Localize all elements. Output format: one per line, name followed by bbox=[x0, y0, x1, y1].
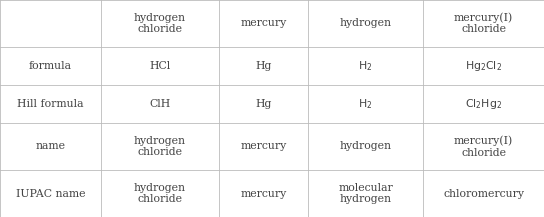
Text: hydrogen: hydrogen bbox=[339, 18, 392, 28]
Text: hydrogen
chloride: hydrogen chloride bbox=[134, 13, 186, 34]
Text: molecular
hydrogen: molecular hydrogen bbox=[338, 183, 393, 204]
Text: chloromercury: chloromercury bbox=[443, 189, 524, 199]
Text: Hg: Hg bbox=[255, 61, 271, 71]
Text: mercury(I)
chloride: mercury(I) chloride bbox=[454, 135, 513, 158]
Text: Hg: Hg bbox=[255, 99, 271, 109]
Text: Hill formula: Hill formula bbox=[17, 99, 84, 109]
Text: name: name bbox=[35, 141, 65, 151]
Text: $\mathrm{Hg_2Cl_2}$: $\mathrm{Hg_2Cl_2}$ bbox=[465, 59, 502, 73]
Text: hydrogen
chloride: hydrogen chloride bbox=[134, 183, 186, 204]
Text: mercury: mercury bbox=[240, 141, 287, 151]
Text: IUPAC name: IUPAC name bbox=[16, 189, 85, 199]
Text: mercury: mercury bbox=[240, 18, 287, 28]
Text: $\mathrm{H_2}$: $\mathrm{H_2}$ bbox=[358, 97, 373, 110]
Text: mercury(I)
chloride: mercury(I) chloride bbox=[454, 12, 513, 35]
Text: $\mathrm{H_2}$: $\mathrm{H_2}$ bbox=[358, 59, 373, 72]
Text: $\mathrm{Cl_2Hg_2}$: $\mathrm{Cl_2Hg_2}$ bbox=[465, 97, 502, 111]
Text: HCl: HCl bbox=[149, 61, 170, 71]
Text: ClH: ClH bbox=[149, 99, 170, 109]
Text: hydrogen: hydrogen bbox=[339, 141, 392, 151]
Text: hydrogen
chloride: hydrogen chloride bbox=[134, 136, 186, 157]
Text: formula: formula bbox=[29, 61, 72, 71]
Text: mercury: mercury bbox=[240, 189, 287, 199]
